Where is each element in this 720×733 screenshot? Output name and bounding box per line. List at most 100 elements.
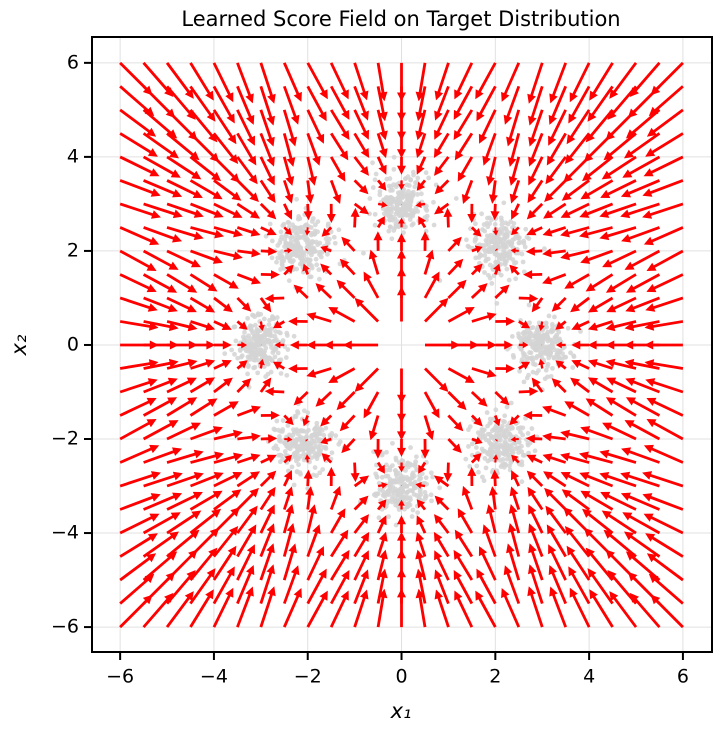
- score-arrow: [189, 547, 218, 581]
- score-arrow: [585, 398, 614, 417]
- score-arrow: [509, 264, 520, 276]
- score-arrow: [555, 320, 567, 330]
- sample-point: [294, 249, 300, 254]
- score-arrow: [293, 284, 309, 299]
- sample-point: [333, 433, 339, 439]
- score-arrow: [166, 296, 197, 313]
- score-arrow: [282, 133, 296, 167]
- score-arrow: [259, 486, 276, 511]
- score-arrow: [212, 566, 235, 605]
- score-arrow: [582, 508, 614, 535]
- sample-point: [509, 424, 515, 430]
- score-arrow: [546, 524, 567, 558]
- sample-point: [485, 451, 491, 457]
- score-arrow: [143, 492, 183, 511]
- score-arrow: [646, 419, 684, 441]
- sample-point: [367, 196, 373, 201]
- sample-point: [289, 464, 295, 470]
- sample-point: [482, 434, 488, 439]
- score-arrow: [339, 414, 356, 432]
- score-arrow: [189, 109, 218, 143]
- score-arrow: [376, 568, 388, 604]
- x-axis-label: x₁: [390, 699, 412, 723]
- score-arrow: [531, 377, 544, 393]
- sample-point: [511, 355, 517, 360]
- sample-point: [493, 427, 498, 433]
- score-arrow: [415, 133, 427, 159]
- score-arrow: [398, 499, 405, 510]
- sample-point: [545, 374, 550, 380]
- score-arrow: [625, 273, 661, 293]
- sample-point: [222, 351, 228, 357]
- sample-point: [287, 446, 293, 452]
- sample-point: [480, 428, 486, 434]
- score-arrow: [475, 590, 497, 628]
- score-arrow: [212, 545, 237, 581]
- score-arrow: [560, 202, 590, 218]
- score-arrow: [212, 155, 240, 183]
- sample-point: [491, 273, 497, 279]
- score-arrow: [283, 264, 294, 276]
- score-arrow: [443, 462, 453, 483]
- score-arrow: [306, 590, 328, 628]
- sample-point: [387, 467, 393, 473]
- score-arrow: [587, 296, 614, 313]
- score-arrow: [523, 410, 543, 420]
- sample-point: [318, 254, 324, 260]
- sample-point: [500, 456, 506, 462]
- score-arrow: [601, 510, 637, 535]
- sample-point: [265, 361, 271, 366]
- score-arrow: [143, 340, 179, 350]
- score-arrow: [304, 227, 311, 236]
- sample-point: [489, 217, 494, 223]
- score-arrow: [646, 553, 684, 582]
- score-arrow: [167, 340, 198, 350]
- sample-point: [552, 314, 557, 320]
- score-arrow: [353, 475, 370, 488]
- sample-point: [513, 446, 519, 452]
- score-arrow: [620, 471, 660, 488]
- sample-point: [533, 362, 538, 368]
- score-arrow: [213, 359, 232, 370]
- sample-point: [393, 455, 399, 461]
- sample-point: [485, 224, 491, 230]
- sample-point: [306, 440, 312, 446]
- sample-point: [504, 456, 510, 462]
- score-arrow: [490, 469, 500, 487]
- score-arrow: [119, 397, 157, 417]
- score-arrow: [564, 401, 590, 417]
- score-arrow: [625, 377, 660, 394]
- score-arrow: [283, 470, 293, 487]
- score-arrow: [142, 155, 181, 178]
- score-arrow: [259, 202, 277, 220]
- sample-point: [546, 313, 552, 319]
- score-arrow: [625, 551, 661, 582]
- sample-point: [315, 229, 320, 235]
- score-arrow: [260, 246, 278, 256]
- score-arrow: [542, 248, 566, 258]
- score-arrow: [648, 85, 684, 117]
- sample-point: [519, 357, 525, 362]
- sample-point: [487, 420, 493, 426]
- score-arrow: [528, 504, 544, 534]
- score-arrow: [166, 397, 198, 417]
- sample-point: [536, 320, 542, 326]
- sample-point: [499, 229, 505, 235]
- score-arrow: [143, 296, 178, 313]
- score-arrow: [376, 133, 388, 159]
- score-arrow: [454, 62, 474, 100]
- score-arrow: [236, 85, 255, 125]
- score-arrow: [119, 471, 161, 488]
- score-arrow: [646, 249, 684, 271]
- score-arrow: [606, 377, 637, 394]
- sample-point: [394, 182, 400, 187]
- arrows: [119, 61, 684, 629]
- score-arrow: [642, 493, 684, 511]
- score-arrow: [546, 132, 567, 166]
- sample-point: [314, 262, 320, 268]
- sample-point: [403, 176, 408, 182]
- y-tick-label: −4: [51, 522, 79, 544]
- score-arrow: [624, 249, 661, 270]
- score-arrow: [189, 490, 223, 511]
- sample-point: [469, 441, 475, 447]
